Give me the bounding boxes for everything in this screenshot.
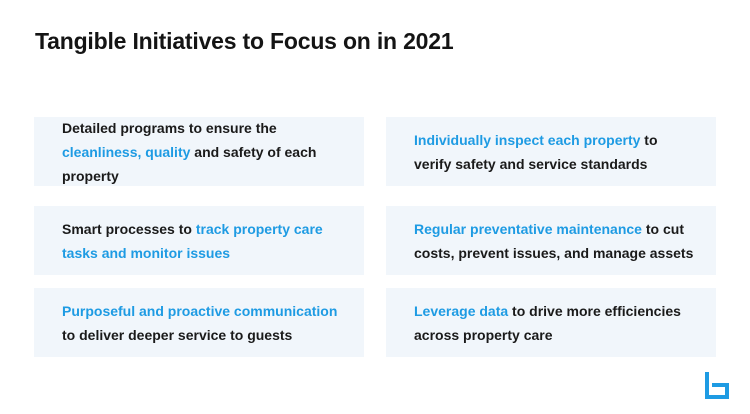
- initiative-text-post: to cut costs, prevent issues, and manage…: [414, 220, 694, 261]
- initiative-card-data: Leverage data to drive more efficiencies…: [386, 288, 716, 357]
- initiative-text: Purposeful and proactive communication t…: [62, 299, 344, 347]
- initiative-text-post: and safety of each property: [62, 143, 317, 184]
- initiative-card-communication: Purposeful and proactive communication t…: [34, 288, 364, 357]
- initiative-text: Detailed programs to ensure the cleanlin…: [62, 116, 344, 188]
- initiative-text-pre: Smart processes to: [62, 220, 196, 237]
- initiative-highlight: Leverage data: [414, 302, 509, 319]
- initiative-text: Leverage data to drive more efficiencies…: [414, 299, 696, 347]
- initiative-card-maintenance: Regular preventative maintenance to cut …: [386, 206, 716, 275]
- initiative-highlight: cleanliness, quality: [62, 143, 191, 160]
- initiative-text: Individually inspect each property to ve…: [414, 128, 696, 176]
- initiative-highlight: Individually inspect each property: [414, 131, 641, 148]
- initiative-highlight: Regular preventative maintenance: [414, 220, 642, 237]
- initiative-text: Regular preventative maintenance to cut …: [414, 217, 696, 265]
- initiative-text-pre: Detailed programs to ensure the: [62, 119, 277, 136]
- initiative-text: Smart processes to track property care t…: [62, 217, 344, 265]
- initiative-text-post: to drive more efficiencies across proper…: [414, 302, 681, 343]
- initiative-highlight: Purposeful and proactive communication: [62, 302, 338, 319]
- b-logo-icon: [705, 372, 729, 399]
- initiative-card-inspect: Individually inspect each property to ve…: [386, 117, 716, 186]
- initiative-card-cleanliness: Detailed programs to ensure the cleanlin…: [34, 117, 364, 186]
- initiative-text-post: to verify safety and service standards: [414, 131, 658, 172]
- page-title: Tangible Initiatives to Focus on in 2021: [35, 28, 454, 54]
- initiative-card-smart-processes: Smart processes to track property care t…: [34, 206, 364, 275]
- initiative-text-post: to deliver deeper service to guests: [62, 326, 293, 343]
- initiative-highlight: track property care tasks and monitor is…: [62, 220, 323, 261]
